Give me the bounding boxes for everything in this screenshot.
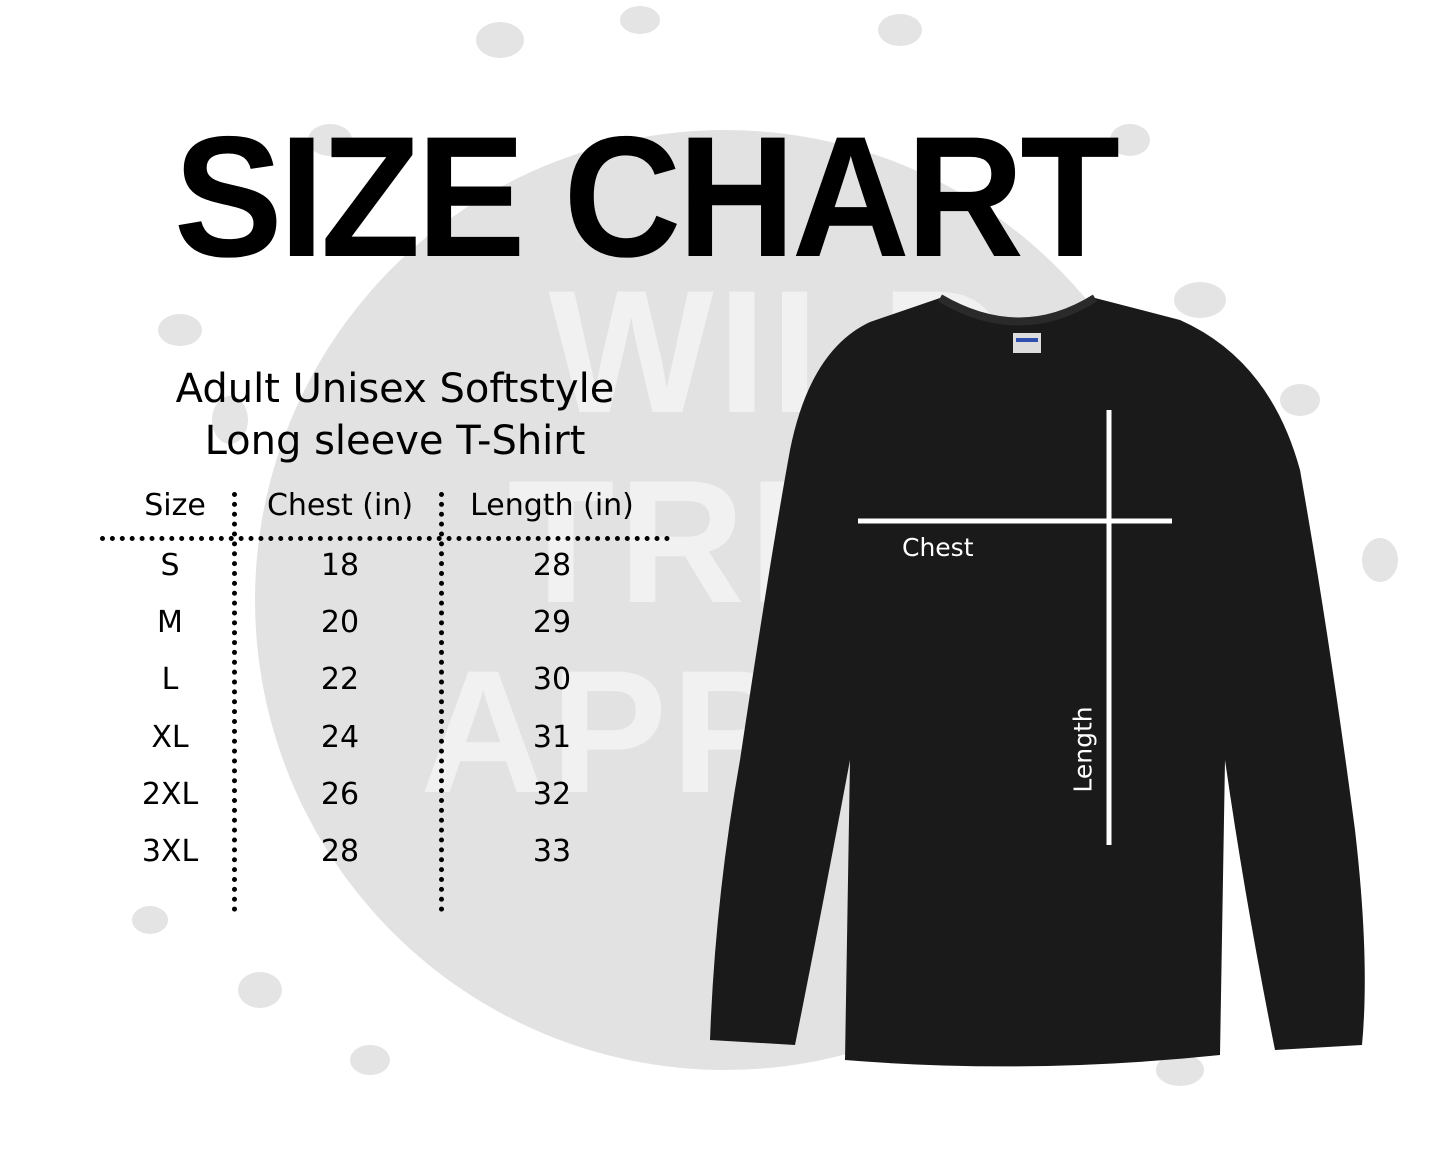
size-cell: M (157, 605, 183, 641)
shirt-tag (1013, 333, 1041, 353)
header-chest: Chest (in) (266, 488, 414, 523)
size-cell: S (160, 548, 180, 583)
size-cell: XL (151, 719, 189, 755)
subtitle-line: Adult Unisex Softstyle (175, 366, 615, 412)
size-cell: 2XL (141, 776, 199, 812)
chest-cell: 28 (320, 834, 360, 869)
header-size: Size (144, 488, 206, 523)
size-cell: L (161, 662, 179, 698)
column-divider (439, 492, 444, 912)
chest-cell: 20 (320, 605, 360, 641)
subtitle-line: Long sleeve T-Shirt (204, 418, 586, 464)
size-table: Size Chest (in) Length (in) S 18 28 M 20 29 L 2… (0, 0, 700, 950)
length-cell: 32 (532, 776, 572, 812)
length-label: Length (1068, 706, 1098, 793)
length-cell: 30 (532, 662, 572, 698)
length-cell: 29 (532, 605, 572, 641)
product-subtitle: Adult Unisex Softstyle Long sleeve T-Shi… (100, 363, 690, 467)
header-divider (100, 536, 670, 541)
header-length: Length (in) (470, 488, 634, 523)
column-divider (232, 492, 237, 912)
length-cell: 33 (532, 834, 572, 869)
chest-cell: 18 (320, 548, 360, 583)
size-cell: 3XL (141, 834, 199, 869)
chest-cell: 24 (320, 719, 360, 755)
chest-cell: 22 (320, 662, 360, 698)
chest-label: Chest (902, 533, 974, 562)
length-cell: 31 (532, 719, 572, 755)
length-cell: 28 (532, 548, 572, 583)
chest-cell: 26 (320, 776, 360, 812)
page-title: SIZE CHART (173, 101, 1120, 293)
